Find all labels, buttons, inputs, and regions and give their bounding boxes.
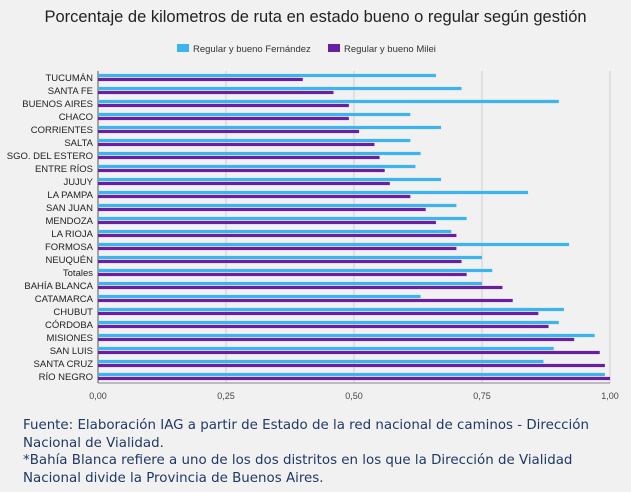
bars-layer	[98, 73, 610, 381]
bar-milei	[98, 103, 349, 108]
bar-milei	[98, 259, 462, 264]
bar-milei	[98, 285, 503, 290]
category-label: SANTA FE	[48, 86, 93, 97]
bar-milei	[98, 155, 380, 160]
category-label: BUENOS AIRES	[22, 99, 93, 110]
bar-milei	[98, 337, 575, 342]
category-label: LA RIOJA	[51, 229, 93, 240]
bar-fernandez	[98, 281, 482, 286]
legend-label: Regular y bueno Fernández	[193, 44, 311, 55]
bar-milei	[98, 311, 539, 316]
legend-swatch	[177, 44, 189, 52]
bar-milei	[98, 246, 457, 251]
bar-milei	[98, 220, 436, 225]
bar-milei	[98, 298, 513, 303]
bar-milei	[98, 77, 303, 82]
legend-layer: Regular y bueno Fernández Regular y bueno…	[177, 44, 436, 55]
x-tick-label: 0,75	[473, 391, 491, 401]
labels-layer: 0,00 0,25 0,50 0,75 1,00 TUCUMÁN SANTA FE BUENO…	[7, 73, 619, 401]
bar-fernandez	[98, 320, 559, 325]
bar-fernandez	[98, 125, 442, 130]
bar-fernandez	[98, 268, 493, 273]
caption: Fuente: Elaboración IAG a partir de Esta…	[23, 417, 623, 487]
bar-fernandez	[98, 294, 421, 299]
bar-fernandez	[98, 307, 564, 312]
bar-fernandez	[98, 372, 605, 377]
bar-fernandez	[98, 112, 411, 117]
category-label: SALTA	[64, 138, 93, 149]
x-tick-label: 0,25	[217, 391, 235, 401]
bar-fernandez	[98, 346, 554, 351]
category-label: SAN LUIS	[50, 346, 93, 357]
legend-swatch	[328, 44, 340, 52]
bar-milei	[98, 207, 426, 212]
category-label: Totales	[63, 268, 93, 279]
bar-fernandez	[98, 99, 559, 104]
bar-milei	[98, 181, 390, 186]
bar-fernandez	[98, 216, 467, 221]
bar-milei	[98, 129, 360, 134]
bar-fernandez	[98, 73, 436, 78]
grid-layer	[97, 71, 611, 384]
category-label: SANTA CRUZ	[34, 359, 94, 370]
category-label: RÍO NEGRO	[39, 372, 93, 383]
legend-label: Regular y bueno Milei	[344, 44, 436, 55]
category-label: CHACO	[59, 112, 93, 123]
category-label: LA PAMPA	[47, 190, 93, 201]
bar-milei	[98, 142, 375, 147]
footnote: *Bahía Blanca refiere a uno de los dos d…	[23, 453, 573, 486]
category-label: FORMOSA	[45, 242, 94, 253]
x-tick-label: 0,00	[89, 391, 107, 401]
category-label: CÓRDOBA	[45, 320, 94, 331]
bar-fernandez	[98, 138, 411, 143]
bar-milei	[98, 350, 600, 355]
category-label: BAHÍA BLANCA	[24, 281, 93, 292]
category-label: CATAMARCA	[35, 294, 94, 305]
bar-milei	[98, 233, 457, 238]
category-label: MENDOZA	[46, 216, 94, 227]
bar-milei	[98, 324, 549, 329]
bar-fernandez	[98, 190, 529, 195]
bar-milei	[98, 90, 334, 95]
bar-chart: 0,00 0,25 0,50 0,75 1,00 TUCUMÁN SANTA FE BUENO…	[7, 44, 619, 401]
bar-fernandez	[98, 242, 570, 247]
category-label: NEUQUÉN	[45, 255, 93, 266]
bar-fernandez	[98, 86, 462, 91]
bar-milei	[98, 194, 411, 199]
category-label: ENTRE RÍOS	[35, 164, 93, 175]
category-label: MISIONES	[47, 333, 93, 344]
category-label: TUCUMÁN	[46, 73, 94, 84]
bar-milei	[98, 272, 467, 277]
chart-title: Porcentaje de kilometros de ruta en esta…	[44, 8, 587, 26]
bar-milei	[98, 168, 385, 173]
category-label: CHUBUT	[53, 307, 93, 318]
bar-fernandez	[98, 151, 421, 156]
category-label: SGO. DEL ESTERO	[7, 151, 93, 162]
bar-fernandez	[98, 203, 457, 208]
bar-fernandez	[98, 359, 544, 364]
bar-fernandez	[98, 229, 452, 234]
x-tick-label: 1,00	[601, 391, 619, 401]
bar-fernandez	[98, 333, 595, 338]
bar-fernandez	[98, 255, 482, 260]
category-label: CORRIENTES	[31, 125, 93, 136]
bar-milei	[98, 376, 610, 381]
bar-milei	[98, 363, 605, 368]
source-note: Fuente: Elaboración IAG a partir de Esta…	[23, 418, 589, 451]
category-label: SAN JUAN	[46, 203, 93, 214]
bar-fernandez	[98, 177, 442, 182]
x-tick-label: 0,50	[345, 391, 363, 401]
bar-milei	[98, 116, 349, 121]
bar-fernandez	[98, 164, 416, 169]
category-label: JUJUY	[63, 177, 93, 188]
